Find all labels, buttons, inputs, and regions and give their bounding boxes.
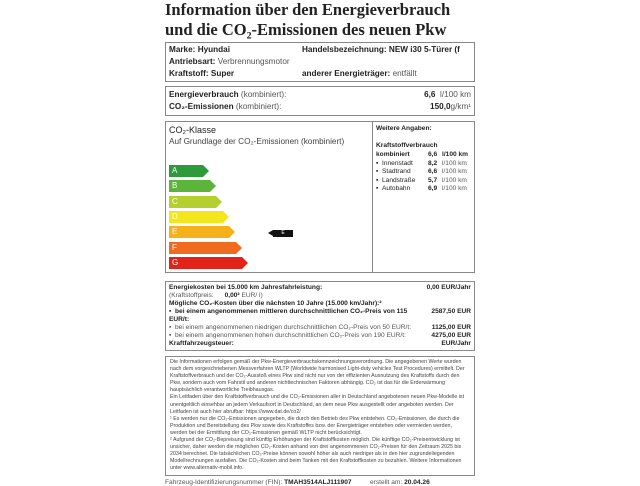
costs-box: Energiekosten bei 15.000 km Jahresfahrle… — [165, 281, 475, 351]
consumption-value: 6,6 — [428, 168, 438, 175]
consumption-row: ▪ Landstraße — [376, 176, 416, 184]
consumption-box: Energieverbrauch (kombiniert): 6,6 l/100… — [165, 86, 475, 116]
consumption-unit: l/100 km — [442, 151, 469, 158]
consumption-row: ▪ Stadtrand — [376, 168, 411, 175]
drive-type: Antriebsart: Verbrennungsmotor — [169, 57, 290, 66]
vehicle-box: Marke: Hyundai Handelsbezeichnung: NEW i… — [165, 42, 475, 82]
weitere-title: Weitere Angaben: — [376, 125, 432, 132]
co2-class-bar-c: C — [169, 195, 222, 208]
consumption-row: ▪ Autobahn — [376, 185, 411, 192]
consumption-unit: l/100 km — [442, 185, 467, 192]
consumption-value: 6,6 — [428, 151, 438, 158]
co2-value: 150,0g/km¹ — [430, 102, 471, 111]
consumption-value: 6,9 — [428, 185, 438, 192]
other-energy: anderer Energieträger: entfällt — [302, 69, 417, 78]
co2-cost-row: ▪ bei einem angenommenen hohen durchschn… — [169, 332, 471, 339]
current-class-marker: E — [268, 230, 293, 237]
fuel: Kraftstoff: Super — [169, 69, 235, 78]
co2-cost-row: ▪ bei einem angenommenen mittleren durch… — [169, 308, 471, 323]
consumption-value: 5,7 — [428, 176, 438, 184]
consumption-row: ▪ Innenstadt — [376, 159, 413, 167]
co2-class-bar-a: A — [169, 165, 209, 177]
co2-class-box: CO₂-Klasse Auf Grundlage der CO₂-Emissio… — [165, 121, 475, 273]
co2-class-bar-d: D — [169, 210, 228, 223]
trade-name: Handelsbezeichnung: NEW i30 5-Türer (f — [302, 45, 460, 54]
co2-class-bar-g: G — [169, 256, 248, 269]
consumption-unit: l/100 km — [442, 176, 467, 184]
legal-text: Die Informationen erfolgen gemäß der Pkw… — [165, 356, 475, 476]
co2-class-bar-b: B — [169, 180, 215, 193]
co2-class-subtitle: Auf Grundlage der CO₂-Emissionen (kombin… — [169, 137, 345, 146]
lower-section: Energiekosten bei 15.000 km Jahresfahrle… — [165, 281, 475, 486]
co2-class-title: CO₂-Klasse — [169, 125, 217, 135]
co2-label-text: CO₂-Emissionen (kombiniert): — [169, 102, 282, 111]
consumption-unit: l/100 km — [442, 159, 467, 167]
brand: Marke: Hyundai — [169, 45, 230, 54]
energy-label-text: Energieverbrauch (kombiniert): — [169, 90, 287, 99]
divider — [372, 122, 373, 272]
co2-class-bar-e: E — [169, 226, 235, 239]
energy-label: Information über den Energieverbrauch und… — [165, 0, 475, 486]
fuel-consumption-title: Kraftstoffverbrauch — [376, 142, 438, 149]
consumption-value: 8,2 — [428, 159, 438, 167]
co2-cost-row: ▪ bei einem angenommenen niedrigen durch… — [169, 324, 471, 331]
co2-cost-title: Mögliche CO₂-Kosten über die nächsten 10… — [169, 300, 382, 307]
consumption-row: kombiniert — [376, 151, 410, 158]
energy-value: 6,6 l/100 km — [424, 90, 471, 99]
fuel-price: (Kraftstoffpreis: 0,00² EUR/ l) — [169, 292, 263, 299]
page-title: Information über den Energieverbrauch und… — [165, 0, 451, 39]
consumption-unit: l/100 km — [442, 168, 467, 175]
co2-class-bar-f: F — [169, 241, 241, 254]
